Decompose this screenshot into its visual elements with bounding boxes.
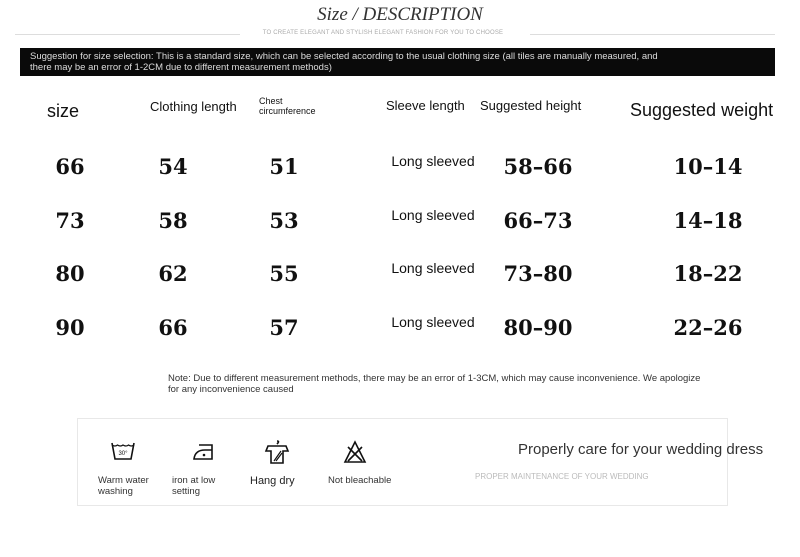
page-subtitle: TO CREATE ELEGANT AND STYLISH ELEGANT FA…: [262, 30, 504, 36]
table-cell: Long sleeved: [391, 260, 475, 276]
measurement-note: Note: Due to different measurement metho…: [168, 373, 700, 395]
table-cell: 62: [158, 261, 188, 286]
care-instructions-box: 30° Warm water washing iron at low setting…: [77, 418, 763, 506]
table-cell: 73–80: [503, 261, 573, 286]
table-cell: 55: [269, 261, 299, 286]
col-header-suggested-height: Suggested height: [480, 98, 582, 113]
page-title: Size / DESCRIPTION: [317, 4, 483, 25]
col-header-size: size: [47, 101, 80, 121]
care-label-hang-dry: Hang dry: [250, 475, 295, 487]
care-subtitle: PROPER MAINTENANCE OF YOUR WEDDING: [475, 472, 649, 481]
col-header-clothing-length: Clothing length: [150, 99, 237, 114]
table-cell: Long sleeved: [391, 314, 475, 330]
divider: [15, 34, 240, 35]
note-line-1: Note: Due to different measurement metho…: [168, 373, 701, 384]
care-title: Properly care for your wedding dress: [518, 441, 764, 458]
svg-text:30°: 30°: [118, 451, 128, 457]
table-cell: 90: [55, 315, 85, 340]
table-cell: 57: [269, 315, 299, 340]
no-bleach-icon: [343, 440, 367, 463]
wash-30-icon: 30°: [111, 442, 135, 460]
table-cell: 66: [55, 154, 85, 179]
table-cell: 53: [269, 208, 299, 233]
iron-low-icon: [193, 444, 213, 460]
table-cell: Long sleeved: [391, 207, 475, 223]
table-cell: 54: [158, 154, 188, 179]
care-label-no-bleach: Not bleachable: [328, 475, 392, 486]
table-cell: Long sleeved: [391, 153, 475, 169]
table-cell: 80: [55, 261, 85, 286]
care-label-wash: Warm water washing: [98, 475, 149, 497]
table-cell: 18–22: [673, 261, 743, 286]
col-header-suggested-weight: Suggested weight: [630, 100, 774, 120]
col-header-chest: Chest circumference: [259, 96, 316, 116]
col-header-sleeve-length: Sleeve length: [386, 98, 465, 113]
banner-line-2: there may be an error of 1-2CM due to di…: [30, 62, 332, 73]
table-cell: 51: [269, 154, 299, 179]
table-cell: 14–18: [673, 208, 743, 233]
hang-dry-icon: [264, 440, 290, 464]
size-suggestion-banner: Suggestion for size selection: This is a…: [20, 48, 775, 76]
table-cell: 10–14: [673, 154, 743, 179]
table-cell: 66–73: [503, 208, 573, 233]
table-cell: 73: [55, 208, 85, 233]
table-cell: 58: [158, 208, 188, 233]
table-cell: 22–26: [673, 315, 743, 340]
care-label-iron: iron at low setting: [172, 475, 216, 497]
table-cell: 80–90: [503, 315, 573, 340]
table-cell: 66: [158, 315, 188, 340]
divider: [530, 34, 775, 35]
note-line-2: for any inconvenience caused: [168, 384, 294, 395]
banner-line-1: Suggestion for size selection: This is a…: [30, 51, 658, 62]
table-cell: 58–66: [503, 154, 573, 179]
